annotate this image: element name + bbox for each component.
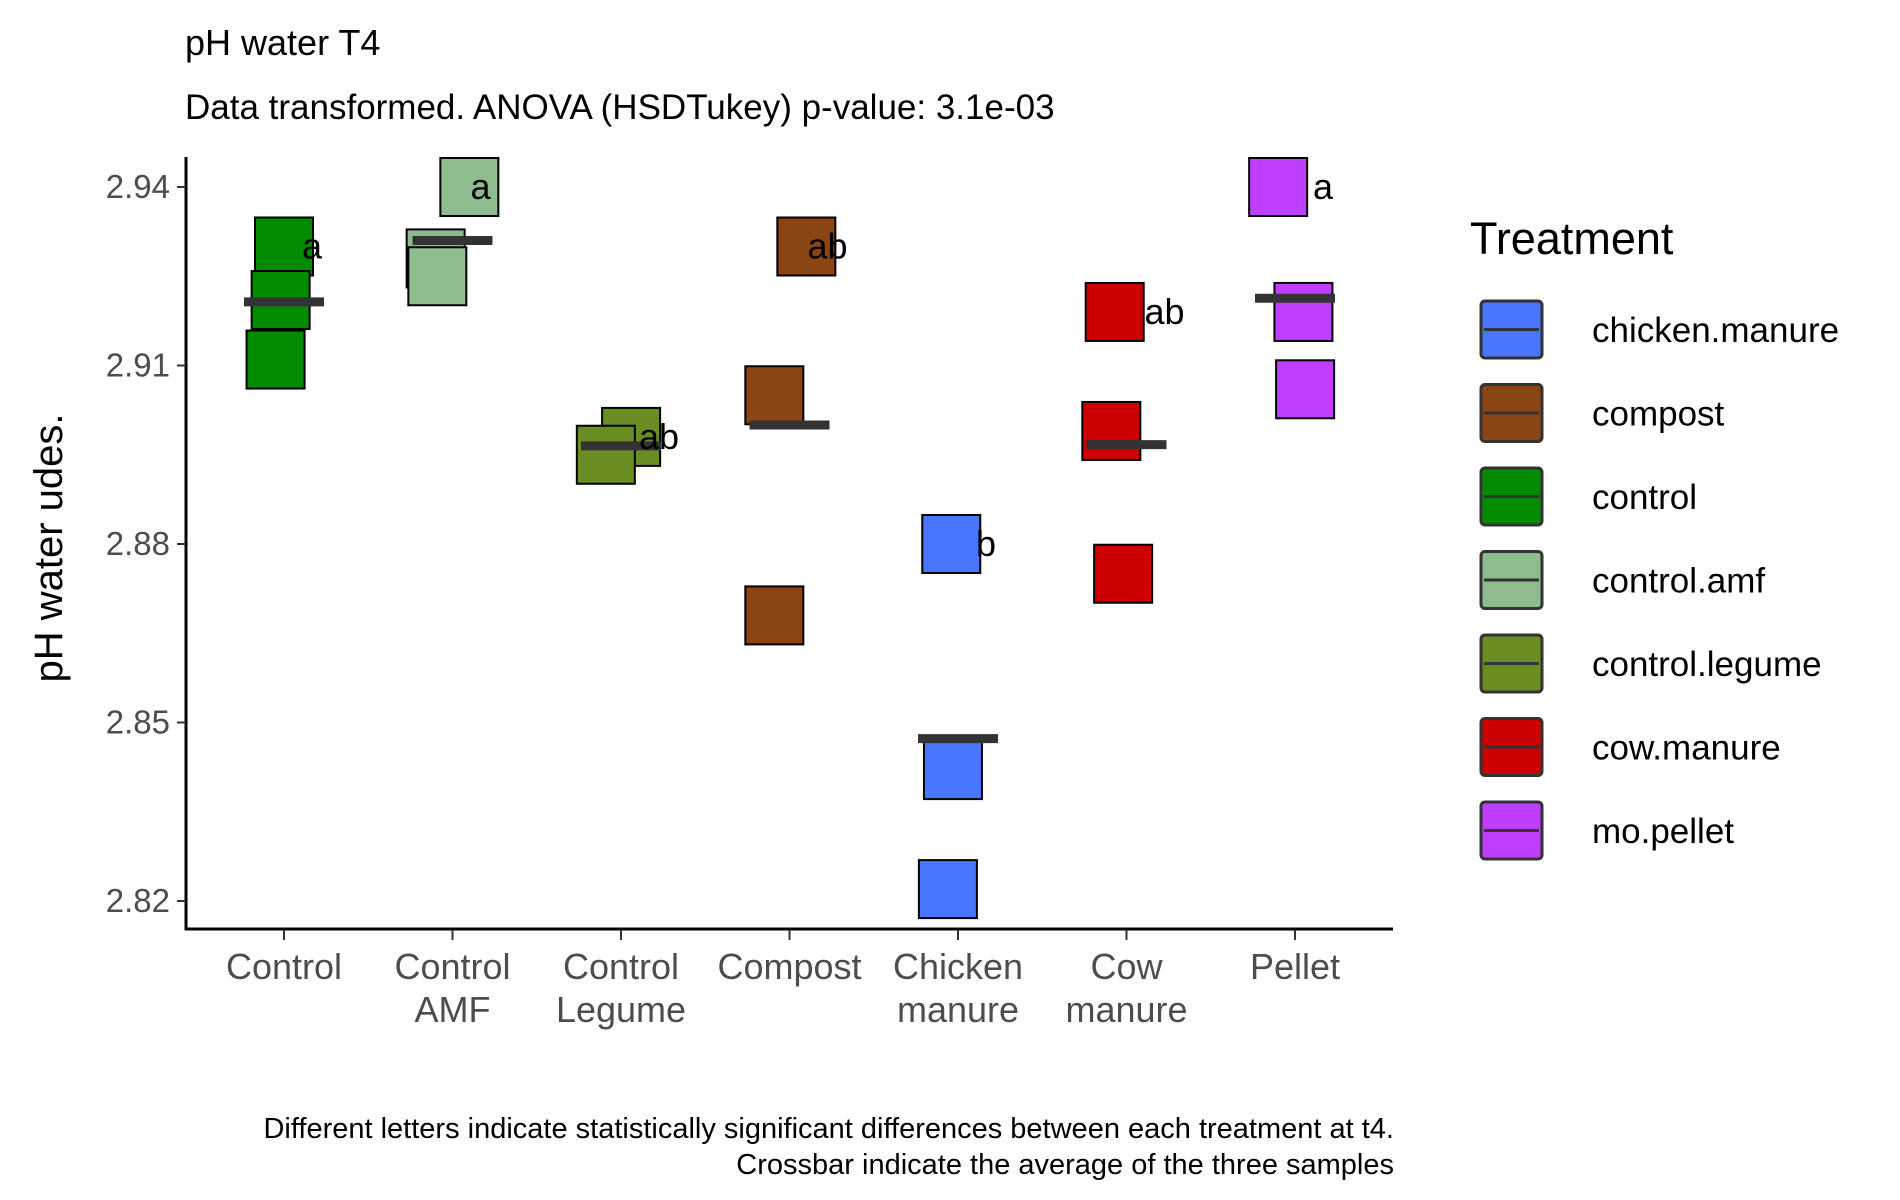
data-point	[922, 740, 983, 801]
data-point	[1093, 543, 1154, 604]
y-tick-label: 2.91	[106, 347, 170, 384]
data-point	[1081, 400, 1142, 461]
data-point	[439, 157, 500, 217]
legend-label: control	[1592, 478, 1697, 517]
data-point	[254, 216, 314, 277]
data-point	[245, 329, 306, 390]
chart-subtitle: Data transformed. ANOVA (HSDTukey) p-val…	[185, 88, 1055, 127]
data-point	[1248, 157, 1309, 217]
significance-letter: a	[471, 166, 492, 207]
significance-letter: ab	[639, 416, 679, 457]
data-point	[776, 216, 837, 277]
significance-letter: ab	[808, 226, 848, 267]
significance-letter: ab	[1145, 291, 1185, 332]
legend-item: control.amf	[1479, 550, 1765, 610]
y-axis-label: pH water udes.	[27, 413, 71, 682]
x-tick-label: Legume	[556, 989, 686, 1030]
caption-line-2: Crossbar indicate the average of the thr…	[736, 1149, 1394, 1181]
legend-item: cow.manure	[1479, 717, 1781, 777]
y-tick-label: 2.85	[106, 704, 170, 741]
legend: chicken.manure compost control control.amf c…	[1479, 299, 1839, 861]
plot-area: a a ab ab b ab a	[244, 157, 1336, 920]
data-point	[1273, 281, 1334, 342]
x-tick-label: Compost	[717, 946, 861, 987]
data-point	[744, 585, 805, 646]
y-tick-label: 2.94	[106, 168, 170, 205]
x-tick-label: manure	[897, 989, 1019, 1030]
chart-title: pH water T4	[185, 22, 380, 63]
data-point	[744, 365, 805, 426]
x-tick-label: Control	[563, 946, 679, 987]
data-point	[575, 424, 636, 485]
significance-letter: a	[302, 226, 323, 267]
legend-label: cow.manure	[1592, 729, 1781, 768]
legend-item: control.legume	[1479, 633, 1822, 694]
significance-letter: b	[976, 523, 996, 564]
legend-item: compost	[1479, 383, 1725, 443]
significance-letter: a	[1313, 166, 1334, 207]
x-tick-label: Control	[394, 946, 510, 987]
legend-title: Treatment	[1470, 213, 1674, 264]
data-point	[407, 246, 468, 307]
y-tick-label: 2.82	[106, 882, 170, 919]
legend-label: control.amf	[1592, 562, 1765, 601]
legend-label: mo.pellet	[1592, 812, 1734, 851]
x-tick-label: AMF	[415, 989, 491, 1030]
x-tick-label: Chicken	[893, 946, 1023, 987]
data-point	[917, 859, 978, 920]
x-tick-label: manure	[1065, 989, 1187, 1030]
legend-item: mo.pellet	[1479, 800, 1734, 861]
legend-item: chicken.manure	[1479, 299, 1839, 360]
x-tick-label: Control	[226, 946, 342, 987]
data-point	[1275, 359, 1336, 420]
legend-label: compost	[1592, 395, 1725, 434]
x-tick-label: Pellet	[1250, 946, 1340, 987]
caption-line-1: Different letters indicate statistically…	[263, 1113, 1394, 1145]
x-tick-label: Cow	[1090, 946, 1163, 987]
y-tick-label: 2.88	[106, 525, 170, 562]
y-axis-ticks: 2.82 2.85 2.88 2.91 2.94	[106, 168, 186, 919]
legend-item: control	[1479, 466, 1697, 527]
legend-label: control.legume	[1592, 645, 1822, 684]
legend-label: chicken.manure	[1592, 311, 1839, 350]
data-point	[921, 514, 982, 574]
data-point	[1084, 281, 1145, 342]
